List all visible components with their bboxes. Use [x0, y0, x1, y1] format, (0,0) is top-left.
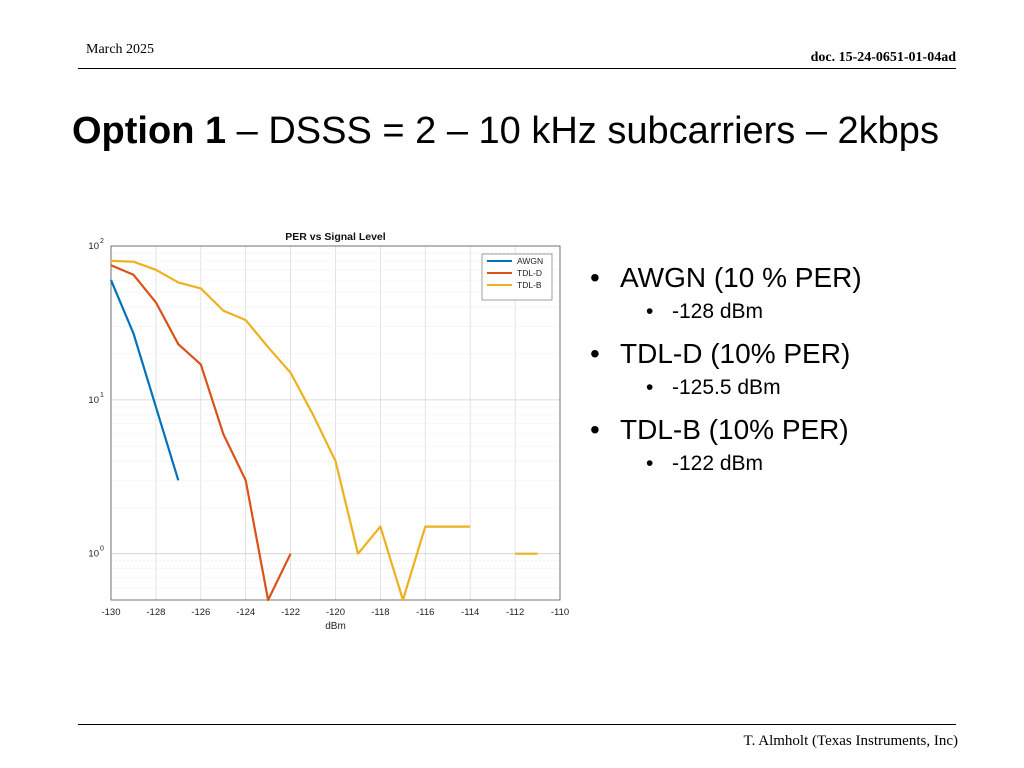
- series-line-tdl-b: [110, 259, 471, 602]
- x-tick-label: -116: [416, 607, 434, 618]
- x-tick-label: -122: [281, 607, 300, 618]
- x-tick-label: -118: [371, 607, 389, 618]
- bullet-tdl-d: TDL-D (10% PER): [590, 338, 990, 370]
- x-tick-label: -110: [551, 607, 569, 618]
- header-date: March 2025: [86, 42, 155, 57]
- bullet-tdl-d-value: -125.5 dBm: [590, 376, 990, 400]
- slide-title: Option 1 – DSSS = 2 – 10 kHz subcarriers…: [72, 110, 939, 153]
- header-rule: [78, 68, 956, 69]
- slide-title-bold: Option 1: [72, 110, 227, 152]
- chart-legend: AWGN TDL-D TDL-B: [481, 253, 553, 301]
- slide-title-rest: – DSSS = 2 – 10 kHz subcarriers – 2kbps: [226, 110, 939, 152]
- y-tick-exponent: 1: [100, 392, 104, 399]
- legend-label-awgn: AWGN: [517, 256, 543, 266]
- legend-label-tdl-b: TDL-B: [517, 280, 542, 290]
- chart-title: PER vs Signal Level: [285, 231, 385, 243]
- x-tick-label: -112: [506, 607, 524, 618]
- x-axis-label: dBm: [325, 621, 346, 632]
- x-tick-label: -114: [461, 607, 479, 618]
- footer-author: T. Almholt (Texas Instruments, Inc): [743, 733, 958, 749]
- x-tick-label: -126: [191, 607, 210, 618]
- bullet-awgn-value: -128 dBm: [590, 300, 990, 324]
- x-tick-label: -130: [101, 607, 120, 618]
- x-tick-label: -128: [146, 607, 165, 618]
- legend-label-tdl-d: TDL-D: [517, 268, 542, 278]
- bullet-awgn: AWGN (10 % PER): [590, 262, 990, 294]
- y-tick-label: 10: [88, 395, 99, 406]
- bullet-tdl-b: TDL-B (10% PER): [590, 414, 990, 446]
- y-tick-exponent: 0: [100, 546, 104, 553]
- y-tick-label: 10: [88, 241, 99, 252]
- y-tick-label: 10: [88, 549, 99, 560]
- series-line-tdl-d: [110, 264, 292, 602]
- header-doc-number: doc. 15-24-0651-01-04ad: [810, 50, 956, 65]
- y-tick-exponent: 2: [100, 238, 104, 245]
- series-line-awgn: [109, 279, 180, 481]
- bullet-tdl-b-value: -122 dBm: [590, 452, 990, 476]
- footer-rule: [78, 724, 956, 725]
- per-chart: -130 -128 -126 -124 -122 -120 -118 -116 -114 -112…: [88, 231, 569, 632]
- plot-frame: [110, 245, 561, 601]
- x-tick-label: -120: [326, 607, 345, 618]
- x-tick-label: -124: [236, 607, 255, 618]
- bullet-list: AWGN (10 % PER) -128 dBm TDL-D (10% PER)…: [590, 262, 990, 490]
